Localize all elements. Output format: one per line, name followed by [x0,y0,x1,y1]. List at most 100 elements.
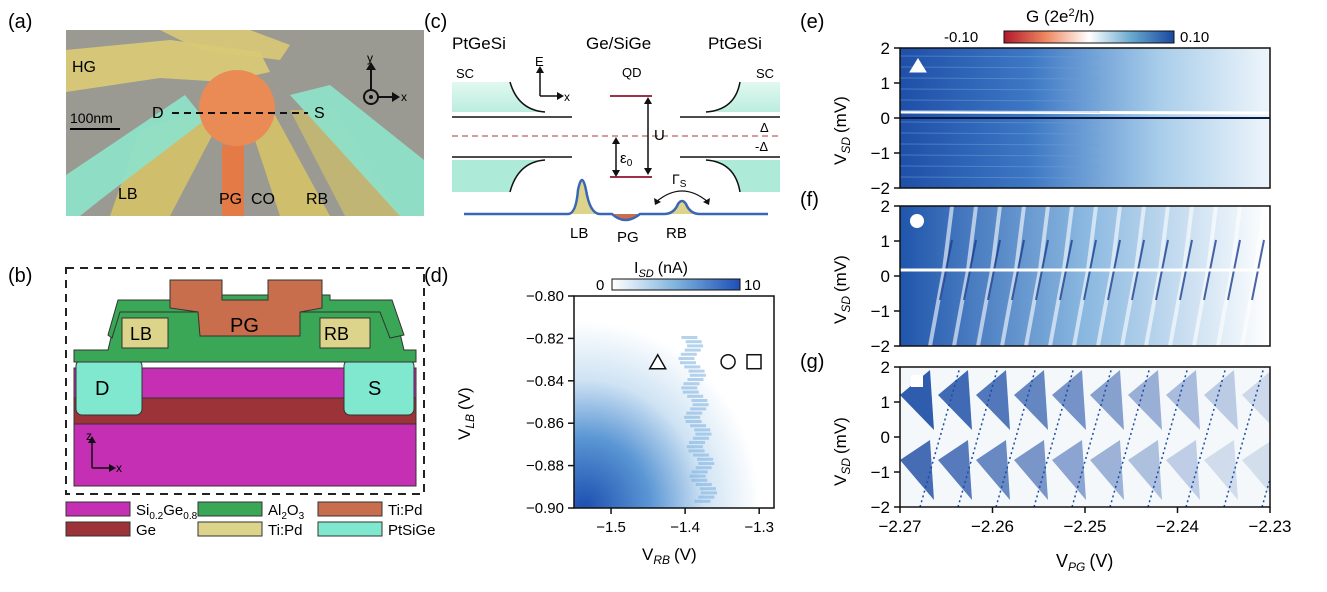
diamond-g-upper [938,370,972,430]
diamond-g-upper [1128,370,1162,430]
pg-dot [199,70,275,146]
marker-e-triangle [909,58,927,73]
ytick-label: 2 [881,358,890,377]
heatmap-d-cell [694,428,711,432]
ytick-label: 1 [881,232,890,251]
band-e [900,66,1101,69]
panel-b-frame [65,267,425,495]
xtick-label: −2.26 [971,517,1014,536]
barrier-lb-label: LB [570,225,588,242]
ytick-label: 0 [881,428,890,447]
lb-gate-block [121,317,169,349]
heatmap-d-cell [695,432,712,436]
eps-label: ε0 [620,150,633,169]
heatmap-d-cell [692,436,709,440]
potential-profile [464,178,768,222]
sc-left-lower [452,160,545,192]
heatmap-d-cell [691,399,708,402]
ytick-label: −1 [871,463,890,482]
sc-left-label: SC [456,66,474,81]
heatmap-d-cell [691,470,708,474]
legend-label-tipd-pg: Ti:Pd [388,502,422,519]
band-e [900,99,1101,102]
heatmap-d-streaks [678,336,717,503]
xtick-label-d: −1.4 [670,519,700,536]
heatmap-d-cell [681,386,698,390]
xtick-label: −2.27 [878,517,921,536]
title-left: PtGeSi [452,34,506,53]
ytick-label-d: −0.80 [526,288,564,305]
ytick-label-d: −0.88 [526,458,564,475]
sc-right-lower [706,160,780,192]
lb-label: LB [130,324,152,344]
heatmap-d-cell [700,491,717,495]
heatmap-d-cell [692,453,709,457]
band-e [900,165,1101,168]
axis-x-label: x [401,90,407,104]
line-g [1185,367,1227,507]
heatmap-d-frame [573,295,775,509]
heatmap-d-cell [698,462,715,465]
lb-gate [110,110,215,216]
label-lb: LB [118,186,138,203]
panel-label-a: (a) [8,11,32,33]
heatmap-d-cell [697,457,714,461]
label-s: S [314,105,325,122]
diamond-g-lower [1052,440,1086,500]
panel-b-legend: Si0.2Ge0.8 Al2O3 Ti:Pd Ge Ti:Pd PtSiGe [65,501,436,539]
marker-circle [720,353,736,370]
marker-square [746,353,762,370]
ytick-label: 2 [881,197,890,216]
ytick-label: 0 [881,267,890,286]
xlabel-d: VRB (V) [642,545,697,567]
diamond-g-lower [1128,440,1162,500]
diamond-g-lower [1204,440,1238,500]
heatmap-d-cell [688,369,705,373]
d-label: D [95,378,109,400]
band-e [900,77,1101,80]
panel-label-b: (b) [8,265,32,287]
qd-label: QD [622,65,642,80]
band-e [900,110,1101,113]
colorbar-g-label: G (2e2/h) [1026,7,1095,26]
ytick-label-d: −0.86 [526,415,564,432]
panel-label-e: (e) [800,11,824,33]
ytick-label: 1 [881,74,890,93]
heatmap-d-cell [695,483,712,486]
heatmap-d-cell [695,466,712,470]
heatmap-d-cell [690,407,707,411]
axis-z-label: z [86,429,92,443]
heatmap-d-cell [684,415,701,419]
heatmap-d-cell [687,344,704,348]
marker-g-square [911,375,923,387]
heatmap-d-cell [694,499,711,503]
ytick-label: 0 [881,109,890,128]
heatmap-d-cell [685,340,702,344]
ytick-label: −2 [871,337,890,356]
heatmap-d-cell [689,474,706,478]
rb-label: RB [324,324,349,344]
xlabel-efg: VPG (V) [1056,551,1113,574]
colorbar-d-max: 10 [744,277,761,294]
ylabel-f: VSD(mV) [831,255,853,324]
panel-label-d: (d) [424,265,448,287]
rb-gate-block [319,317,371,349]
legend-swatch-sige [65,501,131,517]
diamond-g-lower [976,440,1010,500]
band-e [900,55,1101,58]
rb-gate [290,110,400,216]
legend-label-sige: Si0.2Ge0.8 [136,502,198,522]
drain-lead [66,95,205,216]
colorbar-g-min: -0.10 [944,29,978,46]
diamond-g-lower [1242,441,1270,493]
axis-e-label: E [535,54,544,69]
barrier-pg-label: PG [617,229,639,246]
panels-efg: G (2e2/h) -0.10 0.10 210−1−2210−1−2210−1… [831,7,1292,574]
heatmap-d-cell [687,394,704,398]
legend-swatch-al2o3 [197,501,263,517]
marker-f-circle [910,214,924,228]
heatmap-d-cell [699,487,716,491]
panel-c-energy-diagram: PtGeSi Ge/SiGe PtGeSi SC E x SC Δ -Δ QD [452,34,780,246]
ytick-label: 1 [881,393,890,412]
diamond-g-upper [1014,370,1048,430]
